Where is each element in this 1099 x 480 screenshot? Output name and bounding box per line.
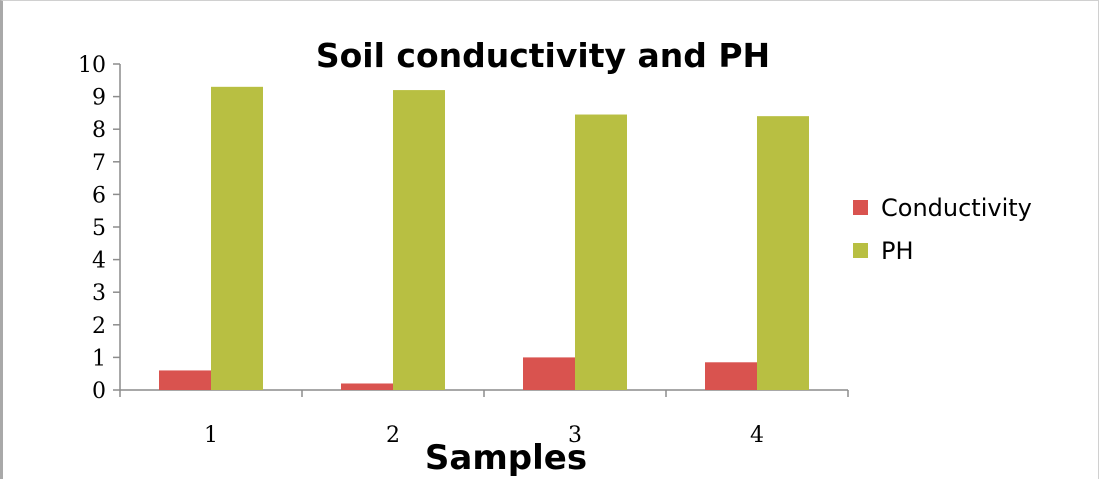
y-tick-label: 3 (92, 281, 106, 306)
bar-conductivity-1 (159, 370, 211, 390)
bar-ph-4 (757, 116, 809, 390)
y-tick-label: 7 (92, 151, 106, 176)
axes: 0 1 2 3 4 5 6 7 8 9 10 1 2 3 4 (78, 53, 849, 448)
x-axis-label: Samples (425, 438, 587, 478)
y-tick-label: 6 (92, 183, 106, 208)
y-tick-label: 2 (92, 314, 106, 339)
bar-chart: Soil conductivity and PH Samples 0 1 2 3 4 5 6… (78, 36, 1032, 478)
bar-ph-3 (575, 114, 627, 390)
y-tick-label: 5 (92, 216, 106, 241)
legend-swatch-conductivity (853, 200, 868, 215)
chart-title: Soil conductivity and PH (316, 36, 770, 75)
y-tick-label: 8 (92, 118, 106, 143)
y-tick-label: 10 (78, 53, 106, 78)
legend-swatch-ph (853, 243, 868, 258)
y-tick-label: 4 (92, 249, 106, 274)
bar-ph-1 (211, 86, 263, 390)
y-tick-label: 1 (92, 346, 106, 371)
x-tick-label: 1 (204, 423, 218, 448)
bar-conductivity-4 (705, 362, 757, 390)
bars (159, 86, 809, 390)
x-tick-label: 3 (568, 423, 582, 448)
x-tick-label: 4 (750, 423, 764, 448)
bar-ph-2 (393, 90, 445, 390)
y-tick-label: 9 (92, 86, 106, 111)
legend: Conductivity PH (853, 194, 1032, 265)
legend-label-conductivity: Conductivity (881, 194, 1032, 222)
legend-label-ph: PH (881, 237, 914, 265)
y-tick-label: 0 (92, 379, 106, 404)
x-tick-label: 2 (386, 423, 400, 448)
bar-conductivity-2 (341, 383, 393, 390)
bar-conductivity-3 (523, 357, 575, 390)
